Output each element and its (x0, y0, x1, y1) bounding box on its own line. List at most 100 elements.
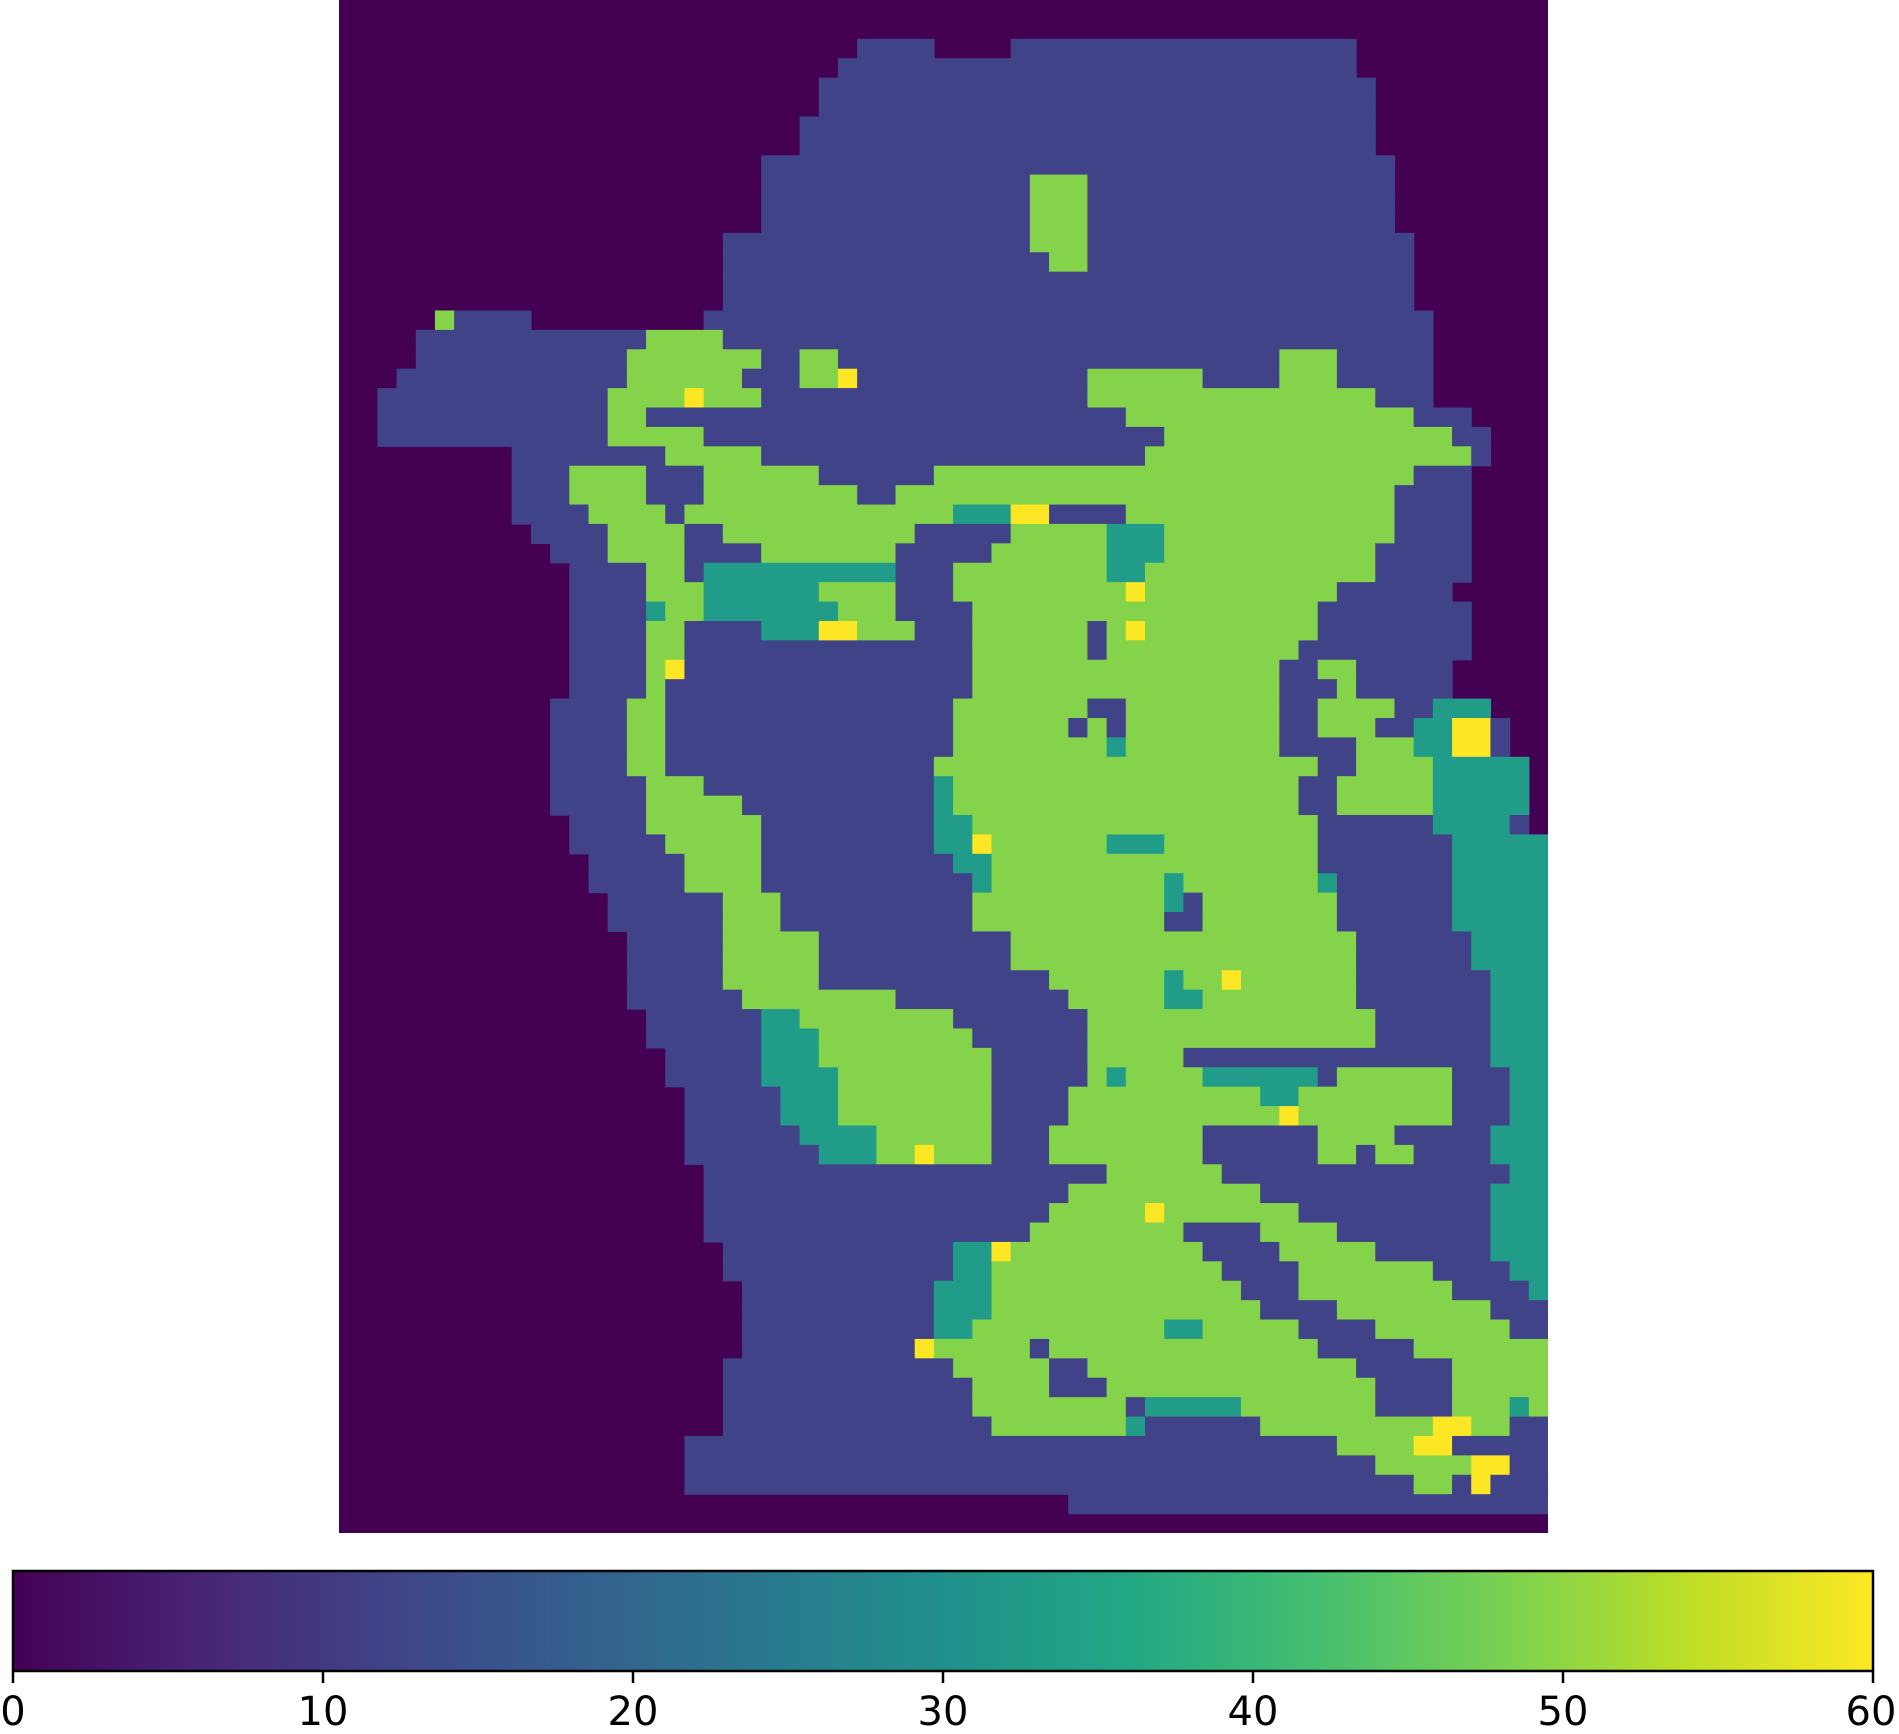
heatmap-cell (415, 349, 628, 370)
heatmap-cell (933, 776, 954, 797)
heatmap-cell (665, 1047, 762, 1068)
heatmap-cell (1471, 1416, 1511, 1437)
heatmap-cell (1049, 1144, 1204, 1165)
heatmap-cell (1068, 717, 1089, 738)
heatmap-cell (991, 873, 1165, 894)
heatmap-cell (991, 1416, 1127, 1437)
heatmap-cell (1317, 834, 1453, 855)
heatmap-cell (1375, 1455, 1472, 1476)
heatmap-cell (722, 329, 1434, 350)
heatmap-cell (761, 815, 935, 836)
heatmap-cell (818, 465, 935, 486)
heatmap-cell (761, 1028, 820, 1049)
heatmap-cell (665, 756, 935, 777)
heatmap-cell (1471, 1455, 1511, 1476)
heatmap-cell (1279, 368, 1338, 389)
heatmap-cell (799, 116, 1376, 137)
heatmap-cell (1336, 679, 1357, 700)
heatmap-cell (1317, 873, 1338, 894)
heatmap-cell (761, 1047, 820, 1068)
heatmap-cell (1202, 1144, 1319, 1165)
heatmap-cell (761, 446, 1146, 467)
colorbar-tick-label: 0 (0, 1689, 25, 1734)
heatmap-cell (1125, 620, 1146, 641)
heatmap-cell (933, 1319, 973, 1340)
heatmap-cell (1317, 601, 1472, 622)
heatmap-cell (550, 756, 628, 777)
heatmap-cell (761, 1009, 801, 1030)
heatmap-cell (799, 1009, 954, 1030)
colorbar-gradient (11, 1569, 1875, 1673)
heatmap-cell (646, 795, 743, 816)
colorbar: 0 10 20 30 40 50 60 (0, 1560, 1899, 1734)
heatmap-cell (703, 1164, 1108, 1185)
heatmap-cell (972, 912, 1165, 933)
heatmap-cell (1509, 1086, 1548, 1107)
heatmap-cell (1145, 1416, 1261, 1437)
heatmap-cell (933, 756, 1319, 777)
heatmap-image (339, 0, 1548, 1533)
heatmap-cell (857, 368, 1089, 389)
heatmap-cell (703, 1222, 1031, 1243)
heatmap-cell (569, 640, 647, 661)
heatmap-cell (415, 329, 647, 350)
heatmap-cell (1356, 737, 1415, 758)
heatmap-cell (569, 679, 647, 700)
heatmap-cell (1145, 446, 1472, 467)
heatmap-cell (1490, 1144, 1548, 1165)
heatmap-cell (1375, 1319, 1511, 1340)
heatmap-cell (780, 892, 973, 913)
heatmap-cell (626, 989, 743, 1010)
heatmap-cell (646, 679, 666, 700)
heatmap-cell (607, 407, 647, 428)
heatmap-cell (1125, 1416, 1146, 1437)
heatmap-cell (1240, 1280, 1300, 1301)
heatmap-cell (703, 426, 1165, 447)
heatmap-cell (1029, 232, 1089, 253)
heatmap-cell (1317, 1144, 1357, 1165)
heatmap-cell (1452, 737, 1492, 758)
heatmap-cell (972, 1319, 1165, 1340)
heatmap-cell (991, 834, 1108, 855)
heatmap-cell (665, 446, 762, 467)
heatmap-cell (588, 873, 686, 894)
heatmap-cell (1240, 1397, 1376, 1418)
heatmap-cell (646, 465, 705, 486)
heatmap-cell (857, 485, 897, 506)
heatmap-cell (1029, 1338, 1050, 1359)
heatmap-cell (684, 640, 973, 661)
heatmap-cell (1528, 1397, 1548, 1418)
heatmap-cell (1010, 504, 1050, 525)
heatmap-cell (1336, 795, 1434, 816)
heatmap-cell (953, 582, 1127, 603)
heatmap-cell (1087, 232, 1415, 253)
colorbar-tick-label: 20 (608, 1689, 659, 1734)
heatmap-cell (857, 620, 916, 641)
heatmap-cell (1490, 717, 1511, 738)
heatmap-cell (1452, 853, 1548, 874)
heatmap-cell (703, 1183, 1069, 1204)
heatmap-cell (607, 523, 686, 544)
heatmap-cell (396, 368, 628, 389)
heatmap-cell (703, 485, 858, 506)
heatmap-cell (703, 465, 820, 486)
heatmap-cell (1279, 1241, 1376, 1262)
heatmap-cell (1375, 1377, 1453, 1398)
heatmap-cell (1183, 1047, 1492, 1068)
heatmap-cell (626, 970, 724, 991)
heatmap-cell (684, 620, 762, 641)
heatmap-cell (511, 504, 590, 525)
heatmap-cell (1068, 1086, 1261, 1107)
heatmap-cell (626, 698, 666, 719)
heatmap-cell (991, 1241, 1012, 1262)
heatmap-cell (1490, 1125, 1548, 1146)
heatmap-cell (1509, 1416, 1548, 1437)
heatmap-cell (1356, 970, 1492, 991)
heatmap-cell (1087, 174, 1396, 195)
heatmap-cell (684, 562, 705, 583)
heatmap-cell (665, 1067, 762, 1088)
heatmap-cell (1087, 620, 1108, 641)
heatmap-cell (1145, 562, 1376, 583)
heatmap-cell (1164, 912, 1204, 933)
heatmap-cell (991, 1106, 1069, 1127)
